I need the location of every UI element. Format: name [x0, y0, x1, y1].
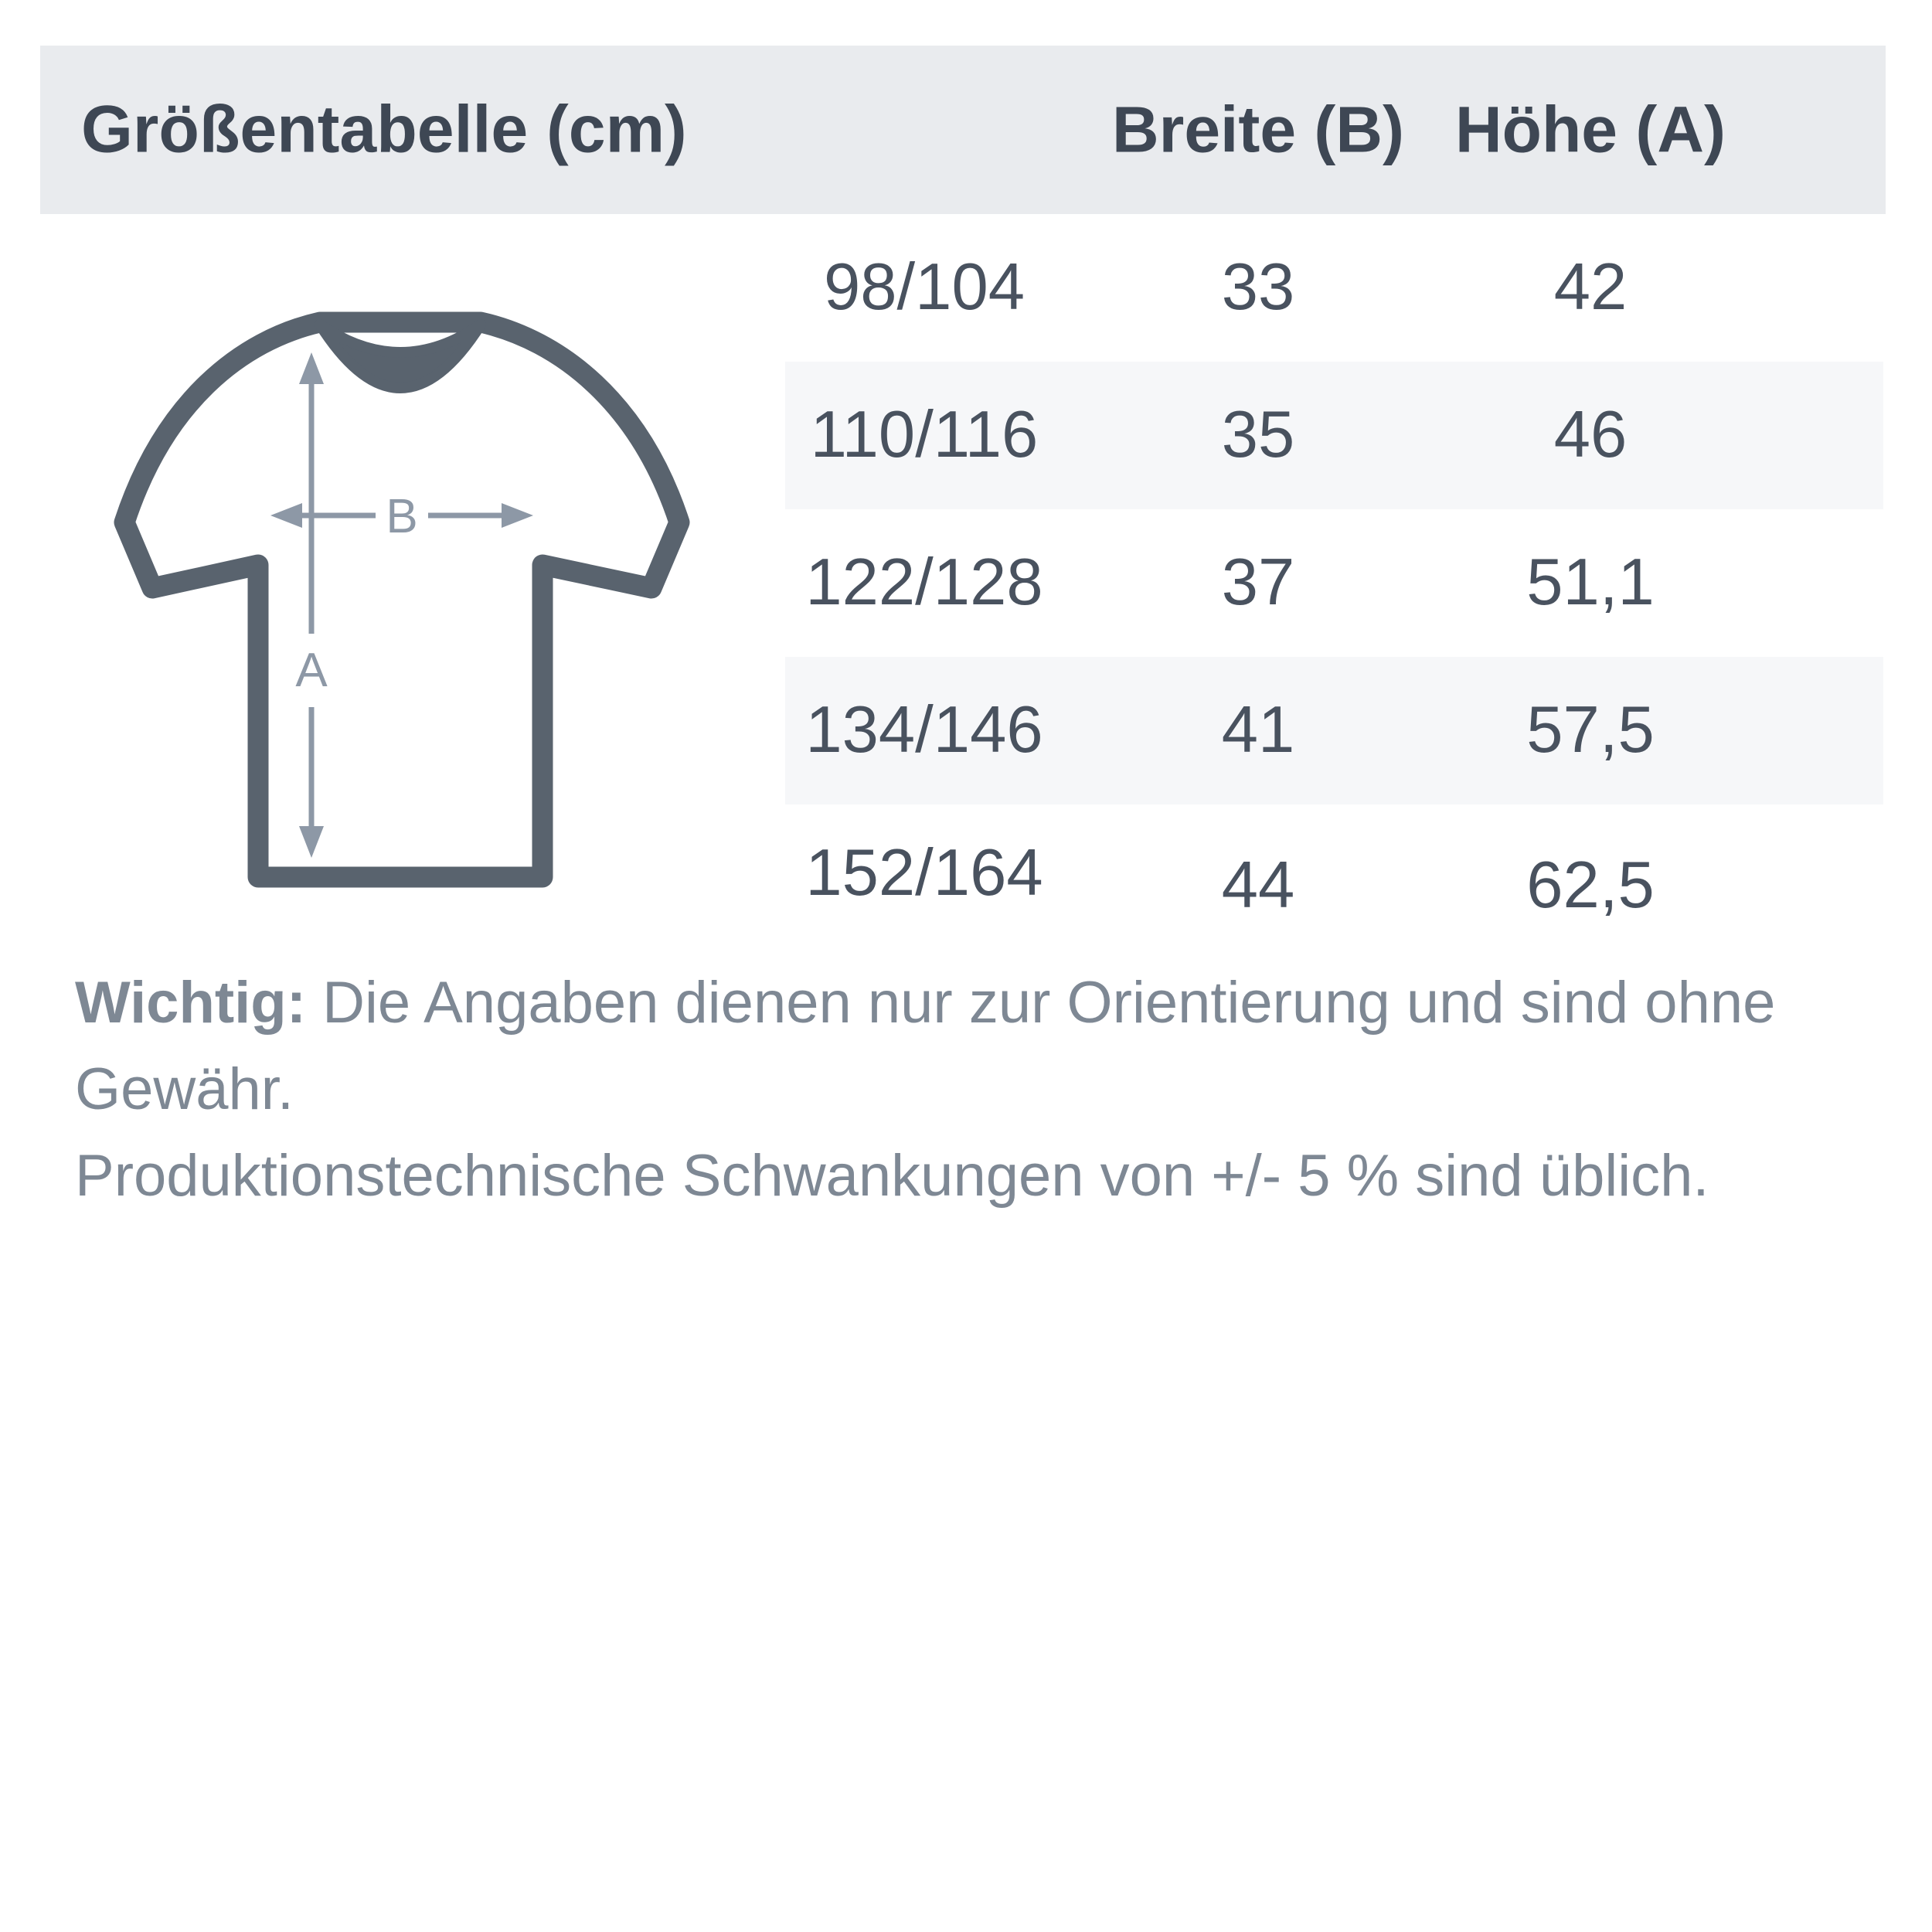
table-row-stripe [785, 362, 1883, 509]
breite-cell: 37 [1221, 546, 1295, 619]
width-arrow-b: B [270, 490, 533, 543]
disclaimer-text-2: Produktionstechnische Schwankungen von +… [75, 1143, 1709, 1209]
disclaimer-line-2: Produktionstechnische Schwankungen von +… [75, 1133, 1876, 1219]
page-title: Größentabelle (cm) [81, 92, 687, 167]
label-a: A [295, 644, 328, 697]
tshirt-collar [315, 319, 486, 393]
tshirt-measurement-icon: A B [110, 301, 699, 912]
table-row-stripe [785, 657, 1883, 804]
size-cell: 110/116 [810, 398, 1039, 471]
hoehe-cell: 62,5 [1526, 849, 1655, 922]
column-header-hoehe: Höhe (A) [1455, 93, 1726, 166]
disclaimer-note: Wichtig: Die Angaben dienen nur zur Orie… [75, 960, 1876, 1219]
size-cell: 122/128 [805, 546, 1043, 619]
disclaimer-line-1: Wichtig: Die Angaben dienen nur zur Orie… [75, 960, 1876, 1133]
size-chart-header-band: Größentabelle (cm) Breite (B) Höhe (A) [40, 46, 1886, 214]
tshirt-diagram-svg: A B [114, 311, 690, 888]
disclaimer-bold-label: Wichtig: [75, 970, 307, 1036]
size-cell: 152/164 [805, 836, 1043, 910]
disclaimer-text-1: Die Angaben dienen nur zur Orientierung … [75, 970, 1776, 1122]
hoehe-cell: 51,1 [1526, 546, 1655, 619]
breite-cell: 41 [1221, 693, 1295, 767]
breite-cell: 33 [1221, 250, 1295, 324]
hoehe-cell: 42 [1553, 250, 1628, 324]
label-b: B [386, 490, 417, 543]
column-header-breite: Breite (B) [1111, 93, 1405, 166]
breite-cell: 44 [1221, 849, 1295, 922]
tshirt-outline [114, 311, 690, 888]
hoehe-cell: 57,5 [1526, 693, 1655, 767]
size-cell: 134/146 [805, 693, 1043, 767]
breite-cell: 35 [1221, 398, 1295, 471]
hoehe-cell: 46 [1553, 398, 1628, 471]
size-cell: 98/104 [824, 250, 1025, 324]
height-arrow-a: A [295, 352, 328, 858]
